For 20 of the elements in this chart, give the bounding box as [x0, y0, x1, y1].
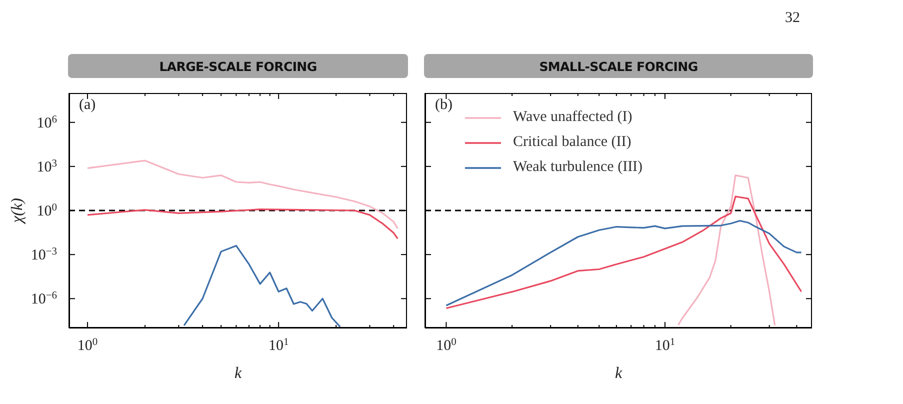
legend-label: Wave unaffected (I)	[512, 108, 634, 127]
y-tick-label: 10$^{0}$	[36, 202, 57, 220]
x-tick-label: 10$^{1}$	[654, 336, 676, 354]
x-axis-title: k	[234, 365, 242, 382]
y-axis-title: χ(k)	[9, 198, 26, 225]
legend-label: Critical balance (II)	[512, 133, 632, 152]
x-tick-label: 10$^{0}$	[77, 336, 98, 354]
chart-title: LARGE-SCALE FORCING	[68, 54, 408, 78]
y-tick-label: 10$^{−6}$	[30, 290, 57, 308]
x-tick-label: 10$^{0}$	[436, 336, 456, 354]
legend-label: Weak turbulence (III)	[512, 158, 643, 177]
annotation: (b)	[435, 97, 452, 114]
chart-title: SMALL-SCALE FORCING	[424, 54, 813, 78]
y-tick-label: 10$^{−3}$	[30, 246, 57, 264]
x-axis-title: k	[614, 365, 623, 382]
y-tick-label: 10$^{3}$	[36, 158, 57, 176]
x-tick-label: 10$^{1}$	[268, 336, 289, 354]
annotation: (a)	[79, 97, 96, 114]
text: 32	[785, 10, 800, 27]
y-tick-label: 10$^{6}$	[36, 114, 57, 132]
